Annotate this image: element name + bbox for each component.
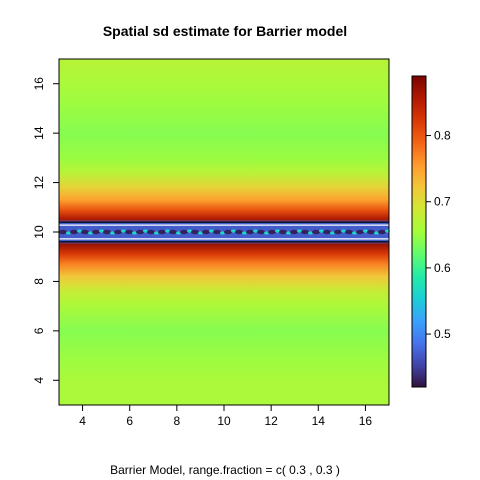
y-tick-label: 6	[32, 327, 46, 334]
barrier-speckle-dark	[191, 229, 199, 235]
barrier-speckle-light	[165, 229, 170, 233]
barrier-speckle-light	[187, 229, 192, 233]
barrier-speckle-light	[209, 229, 214, 233]
x-tick-label: 16	[359, 414, 373, 428]
barrier-speckle-dark	[301, 229, 309, 235]
barrier-speckle-dark	[356, 229, 364, 235]
barrier-speckle-dark	[180, 229, 188, 235]
barrier-speckle-dark	[290, 229, 298, 235]
colorbar-tick-label: 0.8	[434, 129, 451, 143]
barrier-speckle-dark	[103, 229, 111, 235]
barrier-speckle-light	[297, 229, 302, 233]
barrier-speckle-light	[121, 229, 126, 233]
x-tick-label: 10	[217, 414, 231, 428]
y-tick-label: 4	[32, 377, 46, 384]
barrier-speckle-light	[264, 231, 269, 235]
x-tick-label: 6	[126, 414, 133, 428]
barrier-speckle-light	[275, 229, 280, 233]
barrier-speckle-light	[132, 231, 137, 235]
barrier-speckle-dark	[59, 229, 67, 235]
barrier-speckle-light	[77, 229, 82, 233]
barrier-speckle-light	[330, 231, 335, 235]
barrier-speckle-light	[308, 231, 313, 235]
barrier-speckle-light	[143, 229, 148, 233]
barrier-speckle-light	[198, 231, 203, 235]
y-tick-label: 14	[32, 126, 46, 140]
barrier-speckle-light	[99, 229, 104, 233]
barrier-speckle-light	[374, 231, 379, 235]
barrier-speckle-dark	[345, 229, 353, 235]
barrier-speckle-light	[286, 231, 291, 235]
x-axis-label: Barrier Model, range.fraction = c( 0.3 ,…	[110, 463, 340, 477]
barrier-speckle-dark	[235, 229, 243, 235]
barrier-speckle-dark	[323, 229, 331, 235]
barrier-band	[59, 221, 390, 243]
barrier-speckle-dark	[312, 229, 320, 235]
barrier-speckle-light	[352, 231, 357, 235]
x-axis: 4 6 8 10 12 14 16	[79, 405, 372, 428]
barrier-speckle-dark	[257, 229, 265, 235]
barrier-speckle-dark	[334, 229, 342, 235]
barrier-speckle-dark	[125, 229, 133, 235]
y-axis: 4 6 8 10 12 14 16	[32, 77, 59, 384]
barrier-speckle-light	[154, 231, 159, 235]
barrier-speckle-dark	[213, 229, 221, 235]
colorbar-tick-label: 0.6	[434, 261, 451, 275]
barrier-speckle-dark	[378, 229, 386, 235]
barrier-speckle-dark	[136, 229, 144, 235]
barrier-speckle-dark	[224, 229, 232, 235]
barrier-speckle-dark	[246, 229, 254, 235]
barrier-speckle-dark	[114, 229, 122, 235]
barrier-speckle-light	[176, 231, 181, 235]
barrier-speckle-dark	[92, 229, 100, 235]
y-tick-label: 16	[32, 77, 46, 91]
colorbar-tick-label: 0.7	[434, 195, 451, 209]
x-tick-label: 14	[312, 414, 326, 428]
barrier-speckle-light	[341, 229, 346, 233]
barrier-speckle-light	[231, 229, 236, 233]
y-tick-label: 12	[32, 176, 46, 190]
x-tick-label: 4	[79, 414, 86, 428]
colorbar	[411, 75, 427, 388]
barrier-speckle-dark	[268, 229, 276, 235]
barrier-speckle-dark	[158, 229, 166, 235]
x-tick-label: 12	[264, 414, 278, 428]
barrier-speckle-light	[253, 229, 258, 233]
barrier-speckle-dark	[279, 229, 287, 235]
barrier-speckle-dark	[81, 229, 89, 235]
barrier-speckle-dark	[147, 229, 155, 235]
barrier-speckle-light	[363, 229, 368, 233]
barrier-speckle-light	[319, 229, 324, 233]
y-tick-label: 8	[32, 278, 46, 285]
barrier-speckle-light	[220, 231, 225, 235]
barrier-speckle-light	[88, 231, 93, 235]
barrier-speckle-dark	[202, 229, 210, 235]
barrier-speckle-light	[110, 231, 115, 235]
y-tick-label: 10	[32, 225, 46, 239]
barrier-speckle-light	[66, 231, 71, 235]
barrier-speckle-dark	[70, 229, 78, 235]
barrier-speckle-dark	[367, 229, 375, 235]
chart-title: Spatial sd estimate for Barrier model	[103, 23, 347, 39]
barrier-speckle-light	[242, 231, 247, 235]
colorbar-legend: 0.5 0.6 0.7 0.8	[411, 75, 451, 388]
colorbar-tick-label: 0.5	[434, 327, 451, 341]
barrier-speckle-dark	[169, 229, 177, 235]
x-tick-label: 8	[174, 414, 181, 428]
